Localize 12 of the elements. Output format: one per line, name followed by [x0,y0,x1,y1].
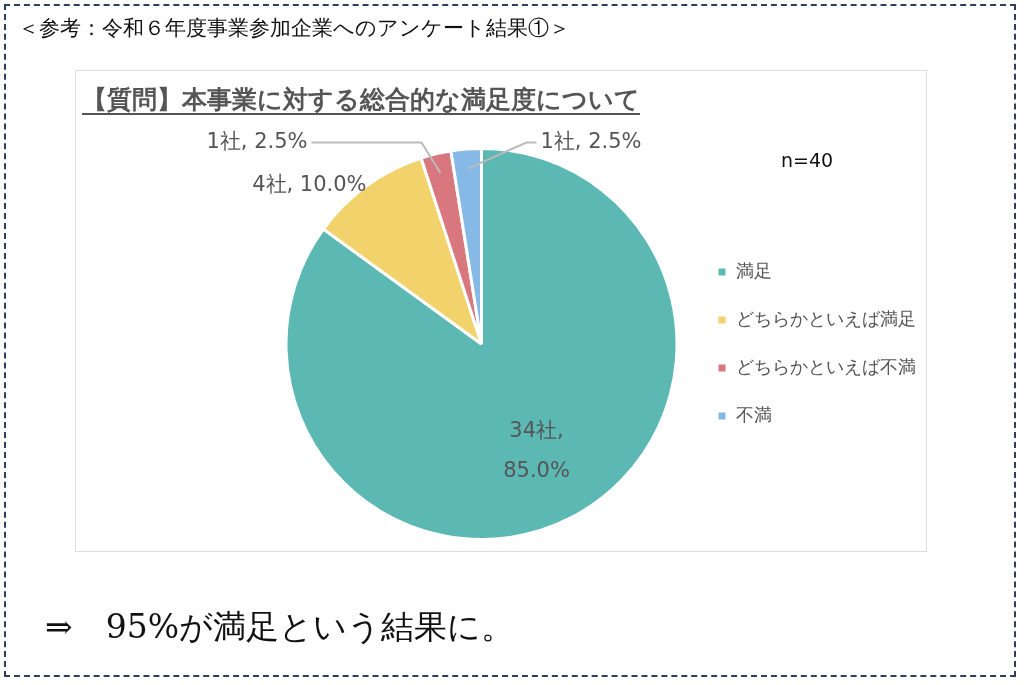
legend-label: 不満 [736,403,772,425]
legend-label: 満足 [736,259,772,281]
chart-subtitle: ＜参考：令和６年度事業参加企業へのアンケート結果①＞ [18,15,570,42]
data-label: 34社, 85.0% [503,418,570,483]
text: ⇒ 95%が満足という結果に。 [45,606,514,648]
chart-title: 【質問】本事業に対する総合的な満足度について [82,84,640,116]
legend-label: どちらかといえば不満 [736,355,916,377]
text: n=40 [781,149,834,171]
legend-label: どちらかといえば満足 [736,307,916,329]
data-label: 1社, 2.5% [540,128,642,153]
data-label: 4社, 10.0% [252,172,367,197]
data-label: 1社, 2.5% [206,128,308,153]
